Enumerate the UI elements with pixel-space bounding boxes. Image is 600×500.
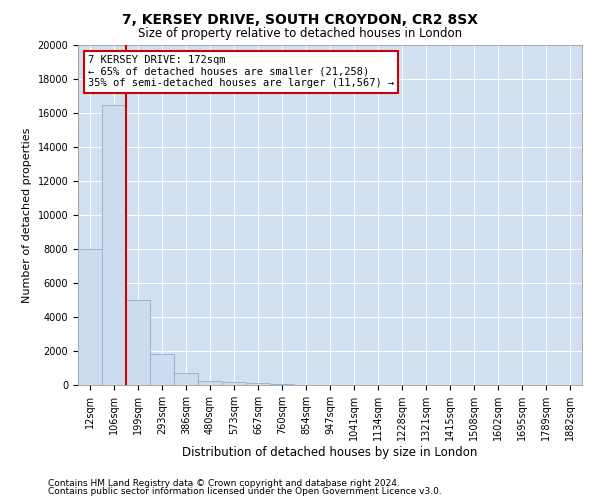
Bar: [246, 384, 270, 385]
Bar: [78, 249, 102, 385]
Text: 7, KERSEY DRIVE, SOUTH CROYDON, CR2 8SX: 7, KERSEY DRIVE, SOUTH CROYDON, CR2 8SX: [122, 12, 478, 26]
Bar: [198, 381, 222, 385]
Text: Size of property relative to detached houses in London: Size of property relative to detached ho…: [138, 28, 462, 40]
Bar: [102, 104, 126, 385]
Text: Contains public sector information licensed under the Open Government Licence v3: Contains public sector information licen…: [48, 487, 442, 496]
Text: Contains HM Land Registry data © Crown copyright and database right 2024.: Contains HM Land Registry data © Crown c…: [48, 478, 400, 488]
Bar: [126, 300, 150, 385]
Bar: [174, 373, 198, 385]
Y-axis label: Number of detached properties: Number of detached properties: [22, 128, 32, 302]
Text: 7 KERSEY DRIVE: 172sqm
← 65% of detached houses are smaller (21,258)
35% of semi: 7 KERSEY DRIVE: 172sqm ← 65% of detached…: [88, 55, 394, 88]
Bar: [222, 382, 246, 385]
X-axis label: Distribution of detached houses by size in London: Distribution of detached houses by size …: [182, 446, 478, 459]
Bar: [270, 384, 294, 385]
Bar: [150, 354, 174, 385]
